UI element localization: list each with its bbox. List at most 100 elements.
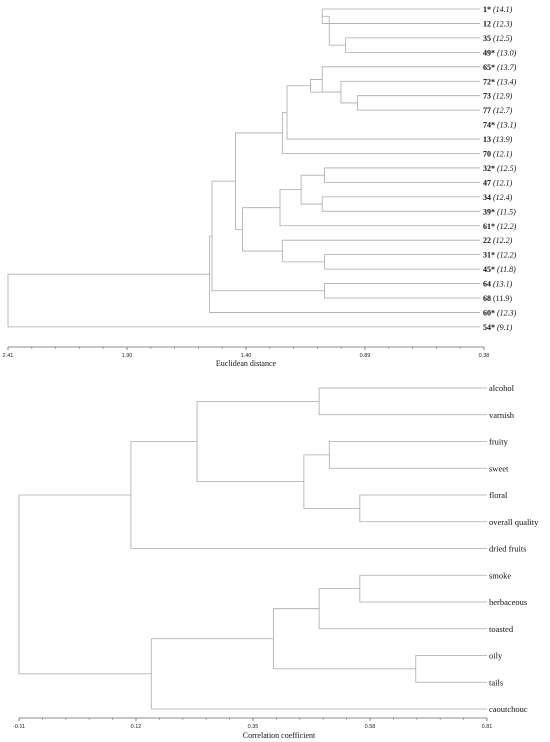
top-leaf-label: 70 (12.1) [483, 150, 513, 159]
top-merge-link [322, 15, 346, 46]
top-merge-link [321, 8, 480, 24]
top-merge-link [324, 167, 480, 183]
bottom-x-axis-ticks: -0.11 0.12 0.35 0.58 0.81 [13, 718, 492, 730]
top-x-axis-ticks: 2.41 1.90 1.40 0.89 0.38 [3, 347, 489, 359]
sample-number: 64 [483, 280, 491, 289]
sample-number: 72* [483, 77, 495, 86]
sample-number: 49* [483, 48, 495, 57]
top-dendrogram-branches [7, 8, 480, 328]
sample-score: (13.1) [493, 280, 513, 289]
bot-leaf-label: herbaceous [489, 597, 527, 607]
sample-number: 34 [483, 193, 491, 202]
bot-leaf-label: oily [489, 651, 503, 661]
sample-score: (12.2) [493, 236, 513, 245]
top-leaf-label: 39* (11.5) [483, 207, 516, 216]
top-merge-link [324, 283, 480, 299]
sample-number: 47 [483, 178, 491, 187]
sample-number: 73 [483, 92, 491, 101]
sample-score: (13.7) [497, 63, 517, 72]
top-dendrogram-leaf-labels: 1* (14.1)12 (12.3)35 (12.5)49* (13.0)65* (13.… [483, 5, 517, 332]
bottom-dendrogram: alcohol varnish fruity sweet floral overall q… [13, 383, 539, 740]
sample-score: (12.9) [493, 92, 513, 101]
sample-number: 13 [483, 135, 491, 144]
top-leaf-label: 32* (12.5) [483, 164, 517, 173]
top-dendrogram: 1* (14.1)12 (12.3)35 (12.5)49* (13.0)65* (13.… [3, 5, 517, 368]
sample-score: (11.9) [493, 294, 512, 303]
top-leaf-label: 45* (11.8) [483, 265, 516, 274]
bot-tick-label: 0.12 [131, 724, 142, 730]
sample-number: 54* [483, 323, 495, 332]
top-leaf-label: 35 (12.5) [483, 34, 513, 43]
sample-score: (12.2) [497, 222, 517, 231]
sample-score: (11.5) [497, 207, 516, 216]
bot-merge-link [415, 655, 487, 683]
bot-merge-link [196, 400, 320, 483]
bot-tick-label: -0.11 [13, 724, 25, 730]
sample-score: (13.4) [497, 77, 517, 86]
top-x-axis-label: Euclidean distance [216, 359, 277, 368]
top-leaf-label: 64 (13.1) [483, 280, 513, 289]
bot-tick-label: 0.81 [482, 724, 493, 730]
sample-score: (12.3) [493, 19, 513, 28]
top-merge-link [242, 207, 283, 252]
sample-number: 39* [483, 207, 495, 216]
sample-number: 60* [483, 308, 495, 317]
sample-score: (12.1) [493, 150, 513, 159]
top-merge-link [321, 196, 480, 212]
top-leaf-label: 1* (14.1) [483, 5, 513, 14]
top-merge-link [209, 235, 480, 313]
sample-number: 35 [483, 34, 491, 43]
top-merge-link [286, 85, 480, 140]
sample-score: (13.0) [497, 48, 517, 57]
top-leaf-label: 73 (12.9) [483, 92, 513, 101]
top-leaf-label: 49* (13.0) [483, 48, 517, 57]
sample-number: 45* [483, 265, 495, 274]
bot-leaf-label: sweet [489, 463, 509, 473]
top-leaf-label: 77 (12.7) [483, 106, 513, 115]
top-merge-link [300, 174, 325, 205]
bot-leaf-label: smoke [489, 570, 511, 580]
top-leaf-label: 54* (9.1) [483, 323, 513, 332]
sample-number: 1* [483, 5, 491, 14]
sample-number: 68 [483, 294, 491, 303]
top-merge-link [340, 80, 480, 104]
bottom-dendrogram-branches [18, 387, 487, 710]
bot-merge-link [303, 454, 360, 509]
bot-merge-link [318, 588, 487, 630]
bot-merge-link [359, 494, 487, 523]
top-leaf-label: 61* (12.2) [483, 222, 517, 231]
sample-number: 32* [483, 164, 495, 173]
bot-merge-link [272, 608, 416, 670]
sample-score: (13.9) [493, 135, 513, 144]
sample-number: 77 [483, 106, 491, 115]
top-tick-label: 1.90 [122, 353, 133, 359]
sample-score: (9.1) [497, 323, 513, 332]
bot-tick-label: 0.58 [365, 724, 376, 730]
top-leaf-label: 31* (12.2) [483, 251, 517, 260]
top-tick-label: 1.40 [241, 353, 252, 359]
top-merge-link [281, 112, 480, 154]
bot-leaf-label: overall quality [489, 517, 539, 527]
sample-score: (14.1) [493, 5, 513, 14]
top-leaf-label: 12 (12.3) [483, 19, 513, 28]
top-leaf-label: 34 (12.4) [483, 193, 513, 202]
top-tick-label: 2.41 [3, 353, 14, 359]
sample-score: (13.1) [497, 121, 517, 130]
top-merge-link [211, 180, 325, 292]
bot-leaf-label: caoutchouc [489, 704, 528, 714]
sample-score: (12.7) [493, 106, 513, 115]
sample-number: 70 [483, 150, 491, 159]
bot-leaf-label: tails [489, 677, 503, 687]
sample-score: (12.1) [493, 178, 513, 187]
top-leaf-label: 47 (12.1) [483, 178, 513, 187]
top-merge-link [7, 273, 480, 328]
bot-merge-link [318, 387, 487, 416]
sample-score: (12.5) [497, 164, 517, 173]
top-merge-link [281, 239, 480, 263]
bot-leaf-label: floral [489, 490, 508, 500]
top-leaf-label: 74* (13.1) [483, 121, 517, 130]
top-merge-link [345, 37, 480, 53]
sample-score: (11.8) [497, 265, 516, 274]
sample-number: 22 [483, 236, 491, 245]
